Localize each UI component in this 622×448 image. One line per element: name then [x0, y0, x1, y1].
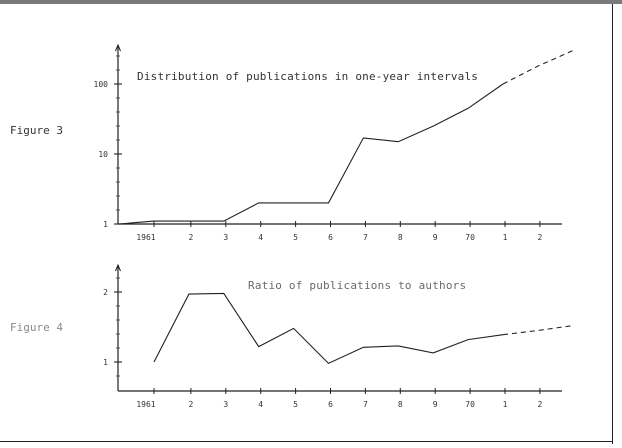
window-right-border — [612, 4, 613, 444]
c2-x-tick-label: 2 — [537, 400, 542, 409]
c1-x-tick-label: 2 — [537, 233, 542, 242]
c2-series-line-dashed — [502, 325, 573, 336]
figure-4-label: Figure 4 — [10, 321, 63, 334]
c2-series-line-solid — [153, 292, 504, 365]
c1-x-tick-label: 2 — [188, 233, 193, 242]
c2-x-tick-label: 4 — [258, 400, 263, 409]
c2-x-tick-label: 9 — [433, 400, 438, 409]
c2-x-tick-label: 3 — [223, 400, 228, 409]
c1-x-tick-label: 7 — [363, 233, 368, 242]
c2-x-tick-label: 5 — [293, 400, 298, 409]
c1-series-line-solid — [119, 83, 504, 225]
c1-y-axis-arrow — [115, 43, 121, 52]
c2-x-tick-label: 1961 — [136, 400, 155, 409]
c1-x-tick-label: 1961 — [136, 233, 155, 242]
c2-x-tick-label: 6 — [328, 400, 333, 409]
c1-x-tick-label: 1 — [503, 233, 508, 242]
window-bottom-border — [0, 441, 613, 442]
c1-x-tick-label: 4 — [258, 233, 263, 242]
c1-y-tick-label: 1 — [103, 220, 108, 229]
c2-x-tick-label: 8 — [398, 400, 403, 409]
chart2-title: Ratio of publications to authors — [248, 279, 466, 292]
figure-3-label: Figure 3 — [10, 124, 63, 137]
c1-x-tick-label: 6 — [328, 233, 333, 242]
c2-x-tick-label: 7 — [363, 400, 368, 409]
c1-x-tick-label: 5 — [293, 233, 298, 242]
c2-y-tick-label: 2 — [103, 288, 108, 297]
c1-x-tick-label: 70 — [465, 233, 475, 242]
window-top-border — [0, 0, 622, 4]
c1-x-tick-label: 9 — [433, 233, 438, 242]
c1-x-tick-label: 8 — [398, 233, 403, 242]
c1-y-tick-label: 10 — [98, 150, 108, 159]
c1-y-tick-label: 100 — [94, 80, 109, 89]
c2-x-tick-label: 2 — [188, 400, 193, 409]
chart1-title: Distribution of publications in one-year… — [137, 70, 478, 83]
c2-x-tick-label: 70 — [465, 400, 475, 409]
ratio-chart: Ratio of publications to authors 12 1961… — [103, 263, 573, 409]
c1-x-tick-label: 3 — [223, 233, 228, 242]
c2-y-tick-label: 1 — [103, 358, 108, 367]
c2-y-axis-arrow — [115, 263, 121, 272]
c2-x-tick-label: 1 — [503, 400, 508, 409]
publications-distribution-chart: Distribution of publications in one-year… — [94, 43, 574, 242]
c1-series-line-dashed — [502, 50, 574, 85]
